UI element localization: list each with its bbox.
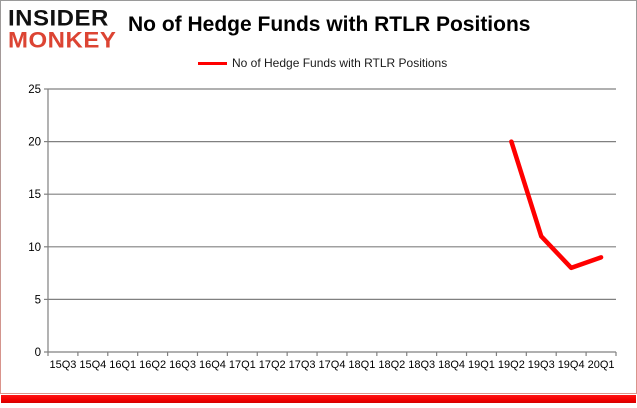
svg-text:15Q3: 15Q3 [49,359,76,371]
legend: No of Hedge Funds with RTLR Positions [198,55,447,71]
legend-line-swatch [198,61,227,65]
logo-text-monkey: MONKEY [8,28,117,54]
svg-text:15Q4: 15Q4 [79,359,106,371]
svg-text:20: 20 [28,137,41,149]
svg-text:16Q4: 16Q4 [199,359,226,371]
bottom-red-bar [1,395,636,403]
svg-text:19Q4: 19Q4 [558,359,585,371]
svg-text:18Q4: 18Q4 [438,359,465,371]
chart-title: No of Hedge Funds with RTLR Positions [128,13,531,36]
svg-text:10: 10 [28,242,41,254]
svg-text:25: 25 [28,84,41,96]
svg-text:18Q3: 18Q3 [408,359,435,371]
svg-text:17Q3: 17Q3 [289,359,316,371]
svg-text:20Q1: 20Q1 [588,359,615,371]
svg-text:17Q4: 17Q4 [319,359,346,371]
svg-text:5: 5 [35,294,41,306]
legend-label: No of Hedge Funds with RTLR Positions [232,56,448,70]
svg-text:18Q2: 18Q2 [378,359,405,371]
svg-text:16Q2: 16Q2 [139,359,166,371]
svg-text:19Q2: 19Q2 [498,359,525,371]
svg-text:15: 15 [28,189,41,201]
svg-text:18Q1: 18Q1 [348,359,375,371]
svg-text:17Q1: 17Q1 [229,359,256,371]
svg-text:0: 0 [35,347,41,359]
logo-text-insider: INSIDER [8,6,109,32]
svg-text:16Q1: 16Q1 [109,359,136,371]
svg-text:17Q2: 17Q2 [259,359,286,371]
insider-monkey-logo: INSIDER MONKEY [8,6,126,54]
svg-text:19Q3: 19Q3 [528,359,555,371]
svg-text:16Q3: 16Q3 [169,359,196,371]
svg-text:19Q1: 19Q1 [468,359,495,371]
